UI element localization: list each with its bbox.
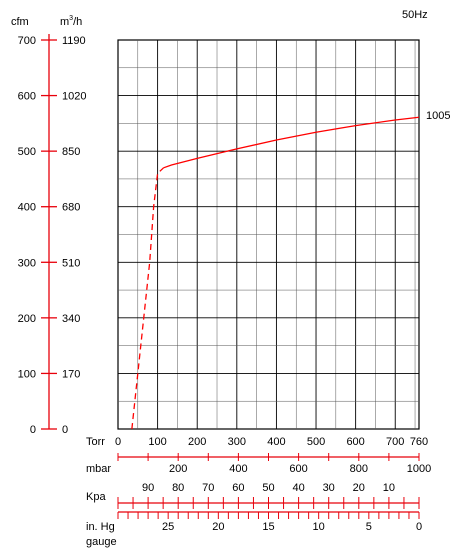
y-tick-label-m3h: 680 bbox=[62, 202, 80, 214]
x-tick-label-torr: 100 bbox=[148, 436, 166, 448]
series-curve-solid bbox=[163, 116, 420, 169]
series-label-1005: 1005 bbox=[426, 110, 450, 122]
y-tick-label-cfm: 100 bbox=[18, 368, 36, 380]
y-axis-red bbox=[41, 34, 57, 430]
x-tick-label-kpa: 80 bbox=[172, 482, 184, 494]
y-tick-label-m3h: 1020 bbox=[62, 91, 86, 103]
y-tick-label-cfm: 400 bbox=[18, 202, 36, 214]
y-tick-labels: 700 1190 600 1020 500 850 400 680 300 510 200 340 10… bbox=[18, 35, 87, 436]
x-tick-label-kpa: 20 bbox=[353, 482, 365, 494]
series-curve-dashed bbox=[131, 167, 164, 430]
x-tick-label-torr: 500 bbox=[307, 436, 325, 448]
inhg-axis-label-line2: gauge bbox=[86, 536, 117, 548]
x-tick-label-kpa: 10 bbox=[383, 482, 395, 494]
m3h-base: m bbox=[60, 16, 69, 28]
x-tick-label-mbar: 400 bbox=[229, 463, 247, 475]
m3h-axis-label: m3/h bbox=[60, 15, 82, 28]
y-tick-label-m3h: 0 bbox=[62, 424, 68, 436]
frequency-label: 50Hz bbox=[402, 9, 428, 21]
x-tick-label-kpa: 60 bbox=[232, 482, 244, 494]
y-tick-label-m3h: 340 bbox=[62, 313, 80, 325]
x-tick-label-kpa: 40 bbox=[292, 482, 304, 494]
x-axes-red bbox=[117, 453, 420, 519]
kpa-axis-label: Kpa bbox=[86, 491, 106, 503]
m3h-tail: /h bbox=[73, 16, 82, 28]
x-tick-label-mbar: 1000 bbox=[407, 463, 431, 475]
y-tick-label-cfm: 700 bbox=[18, 35, 36, 47]
y-tick-label-m3h: 850 bbox=[62, 146, 80, 158]
x-tick-label-kpa: 90 bbox=[142, 482, 154, 494]
inhg-axis-label-line1: in. Hg bbox=[86, 521, 115, 533]
x-tick-label-torr: 400 bbox=[267, 436, 285, 448]
cfm-axis-label: cfm bbox=[11, 16, 29, 28]
x-tick-label-mbar: 600 bbox=[289, 463, 307, 475]
y-tick-label-cfm: 0 bbox=[30, 424, 36, 436]
y-tick-label-cfm: 600 bbox=[18, 91, 36, 103]
x-tick-label-kpa: 70 bbox=[202, 482, 214, 494]
x-tick-label-mbar: 800 bbox=[350, 463, 368, 475]
torr-axis-label: Torr bbox=[86, 436, 105, 448]
y-tick-label-cfm: 300 bbox=[18, 257, 36, 269]
series-layer bbox=[131, 116, 420, 430]
x-tick-label-torr: 300 bbox=[228, 436, 246, 448]
x-tick-label-torr: 0 bbox=[115, 436, 121, 448]
x-tick-label-inhg: 25 bbox=[162, 521, 174, 533]
y-tick-label-m3h: 510 bbox=[62, 257, 80, 269]
x-tick-label-inhg: 5 bbox=[366, 521, 372, 533]
x-tick-label-torr: 700 bbox=[386, 436, 404, 448]
x-tick-label-kpa: 50 bbox=[262, 482, 274, 494]
x-tick-label-inhg: 0 bbox=[416, 521, 422, 533]
mbar-axis-label: mbar bbox=[86, 463, 111, 475]
y-tick-label-cfm: 500 bbox=[18, 146, 36, 158]
x-tick-label-kpa: 30 bbox=[323, 482, 335, 494]
x-tick-label-torr: 600 bbox=[346, 436, 364, 448]
x-tick-label-mbar: 200 bbox=[169, 463, 187, 475]
grid bbox=[117, 39, 420, 430]
y-tick-label-m3h: 170 bbox=[62, 368, 80, 380]
m3h-sup: 3 bbox=[69, 15, 73, 22]
x-tick-label-inhg: 10 bbox=[313, 521, 325, 533]
y-tick-label-m3h: 1190 bbox=[62, 35, 86, 47]
x-tick-label-inhg: 20 bbox=[212, 521, 224, 533]
y-tick-label-cfm: 200 bbox=[18, 313, 36, 325]
x-tick-label-torr: 760 bbox=[410, 436, 428, 448]
x-tick-label-inhg: 15 bbox=[262, 521, 274, 533]
x-tick-label-torr: 200 bbox=[188, 436, 206, 448]
